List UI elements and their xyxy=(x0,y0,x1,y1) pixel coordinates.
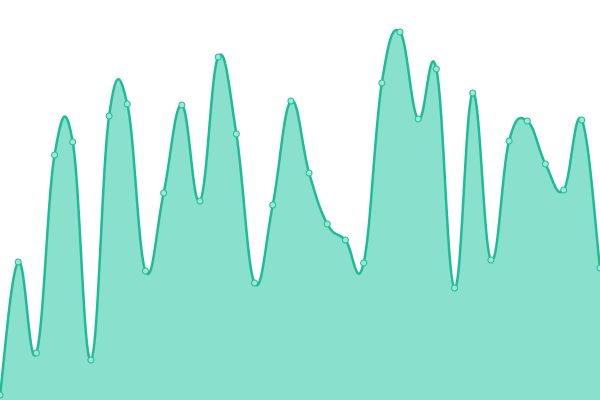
data-point xyxy=(523,117,531,125)
data-point xyxy=(232,130,240,138)
data-point xyxy=(360,259,368,267)
data-point xyxy=(123,100,131,108)
data-point xyxy=(160,189,168,197)
data-point xyxy=(32,349,40,357)
data-point xyxy=(178,101,186,109)
area-fill xyxy=(0,30,600,400)
data-point xyxy=(196,197,204,205)
data-point xyxy=(251,279,259,287)
data-point xyxy=(560,186,568,194)
data-point xyxy=(0,391,4,399)
data-point xyxy=(432,65,440,73)
data-point xyxy=(14,258,22,266)
data-point xyxy=(105,112,113,120)
data-point xyxy=(378,79,386,87)
data-point xyxy=(287,97,295,105)
data-point xyxy=(541,160,549,168)
data-point xyxy=(451,284,459,292)
data-point xyxy=(141,267,149,275)
data-point xyxy=(396,28,404,36)
data-point xyxy=(341,236,349,244)
data-point xyxy=(51,151,59,159)
data-point xyxy=(269,201,277,209)
data-point xyxy=(214,53,222,61)
data-point xyxy=(469,89,477,97)
data-point xyxy=(69,138,77,146)
data-point xyxy=(305,169,313,177)
data-point xyxy=(414,115,422,123)
data-point xyxy=(578,116,586,124)
data-point xyxy=(87,356,95,364)
data-point xyxy=(487,256,495,264)
data-point xyxy=(505,137,513,145)
data-point xyxy=(323,220,331,228)
data-point xyxy=(596,264,600,272)
